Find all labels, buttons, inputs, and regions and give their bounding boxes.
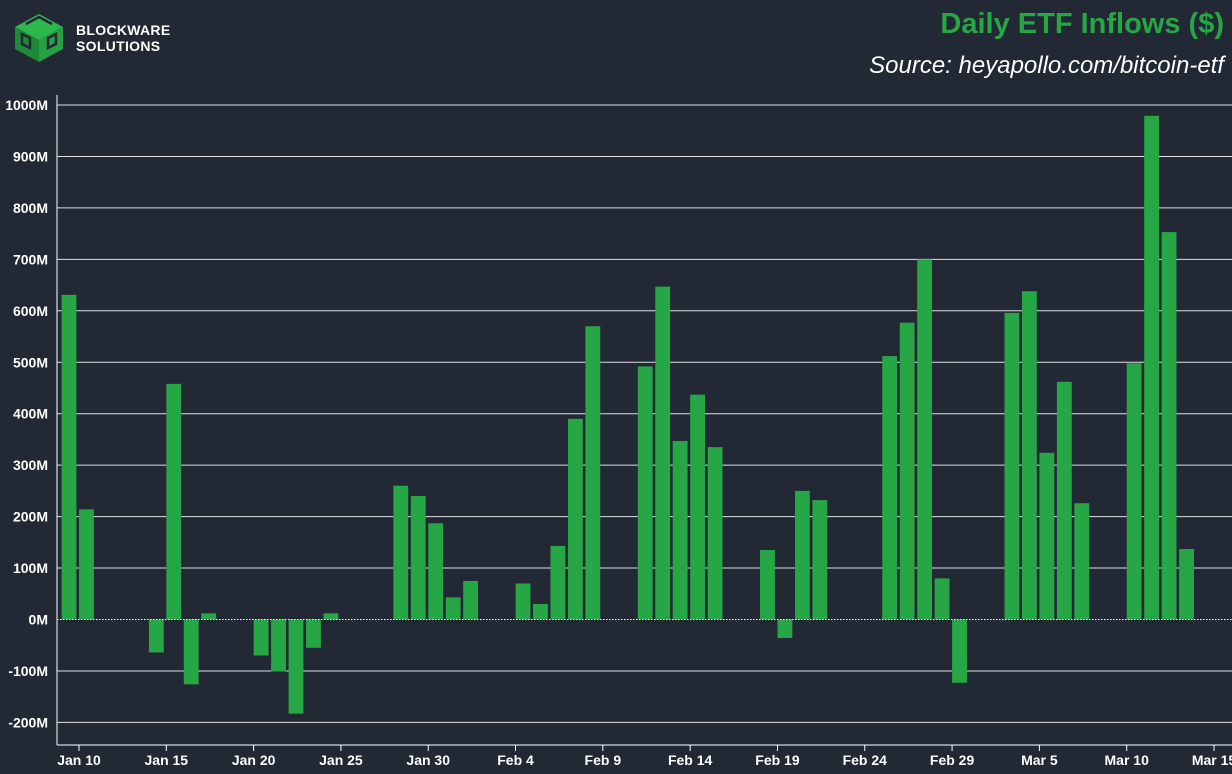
chart-subtitle: Source: heyapollo.com/bitcoin-etf: [869, 52, 1224, 79]
x-tick-label: Feb 14: [668, 752, 713, 768]
bar: [515, 583, 531, 620]
bar: [533, 604, 548, 620]
bar: [1021, 291, 1037, 620]
bar: [550, 545, 566, 620]
bar: [637, 366, 653, 620]
y-tick-label: 400M: [13, 406, 48, 422]
bar: [1074, 503, 1090, 620]
bar: [393, 485, 409, 620]
bar: [917, 259, 933, 620]
bar: [1179, 549, 1194, 620]
bar: [1144, 115, 1160, 620]
y-tick-label: -100M: [8, 663, 48, 679]
bars: [61, 115, 1194, 714]
x-tick-label: Mar 10: [1105, 752, 1150, 768]
bar: [672, 440, 688, 620]
bar: [567, 418, 583, 620]
x-tick-label: Feb 29: [930, 752, 975, 768]
y-tick-label: 800M: [13, 200, 48, 216]
y-tick-label: 100M: [13, 560, 48, 576]
bar: [760, 550, 775, 620]
bar: [934, 578, 950, 620]
bar: [79, 509, 94, 620]
blockware-logo: BLOCKWARE SOLUTIONS: [12, 12, 170, 64]
bar: [271, 619, 286, 672]
y-tick-labels: 1000M 900M 800M 700M 600M 500M 400M 300M 200M 100…: [5, 97, 48, 730]
y-tick-label: 300M: [13, 457, 48, 473]
bar: [253, 619, 269, 656]
y-tick-label: 600M: [13, 303, 48, 319]
x-tick-label: Jan 25: [319, 752, 363, 768]
x-tick-label: Mar 5: [1021, 752, 1058, 768]
bar: [585, 326, 601, 620]
bar: [463, 580, 479, 620]
bar: [323, 613, 339, 620]
bar: [952, 619, 967, 683]
x-tick-label: Feb 24: [843, 752, 888, 768]
axes: [56, 95, 1232, 751]
bar: [410, 496, 426, 620]
bar: [1126, 363, 1142, 620]
bar: [166, 383, 182, 620]
logo-line2: SOLUTIONS: [76, 38, 161, 54]
bar: [882, 356, 898, 620]
bar: [1004, 312, 1020, 620]
bar: [201, 613, 217, 620]
bar: [1039, 452, 1055, 620]
x-tick-label: Jan 30: [406, 752, 450, 768]
x-tick-label: Feb 4: [497, 752, 534, 768]
y-tick-label: -200M: [8, 714, 48, 730]
x-tick-labels: Jan 10 Jan 15 Jan 20 Jan 25 Jan 30 Feb 4 Feb 9…: [57, 752, 1232, 768]
bar: [288, 619, 304, 714]
bar: [655, 286, 671, 620]
bar: [777, 619, 793, 639]
bar: [1161, 232, 1177, 620]
logo-line1: BLOCKWARE: [76, 22, 171, 38]
y-tick-label: 700M: [13, 251, 48, 267]
y-tick-label: 500M: [13, 354, 48, 370]
y-tick-label: 1000M: [5, 97, 48, 113]
bar: [61, 294, 77, 620]
bar: [812, 500, 828, 620]
x-tick-label: Jan 15: [145, 752, 189, 768]
bar: [1056, 381, 1072, 620]
y-tick-label: 200M: [13, 509, 48, 525]
blockware-cube-icon: [15, 14, 63, 62]
x-tick-label: Jan 10: [57, 752, 101, 768]
x-tick-label: Jan 20: [232, 752, 276, 768]
bar: [183, 619, 199, 685]
bar: [445, 597, 461, 620]
bar: [306, 619, 321, 648]
bar: [428, 523, 444, 620]
y-tick-label: 900M: [13, 148, 48, 164]
x-tick-label: Mar 15: [1192, 752, 1232, 768]
bar: [899, 322, 915, 620]
bar: [690, 394, 706, 620]
chart-title: Daily ETF Inflows ($): [940, 8, 1224, 40]
bar: [794, 490, 810, 620]
bar: [148, 619, 164, 653]
x-tick-label: Feb 9: [585, 752, 622, 768]
bar: [707, 447, 723, 620]
y-tick-label: 0M: [29, 612, 48, 628]
x-tick-label: Feb 19: [755, 752, 800, 768]
